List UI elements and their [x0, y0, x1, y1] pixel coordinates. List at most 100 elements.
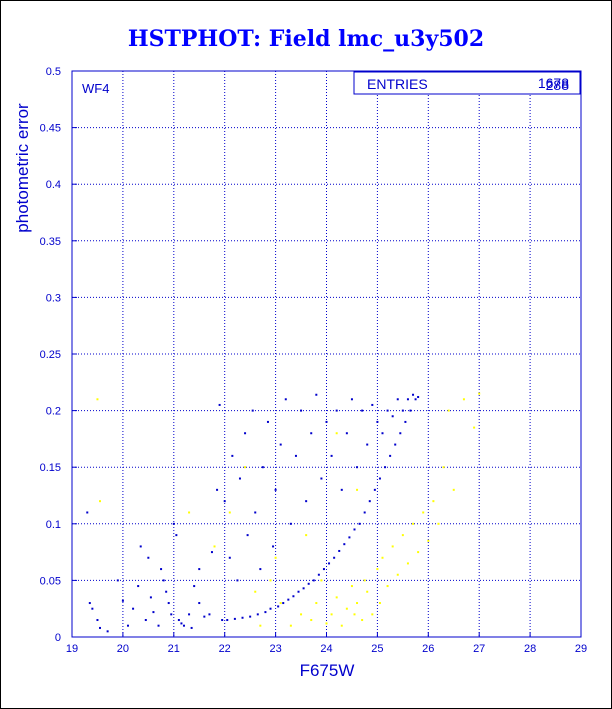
data-point	[147, 556, 150, 559]
data-point	[406, 398, 409, 401]
data-point	[190, 626, 193, 629]
data-point	[320, 579, 323, 582]
data-point	[132, 607, 135, 610]
data-point	[193, 585, 196, 588]
data-point	[335, 409, 338, 412]
data-point	[366, 443, 369, 446]
data-point	[300, 613, 303, 616]
data-point	[254, 590, 257, 593]
data-point	[282, 602, 285, 605]
data-point	[261, 466, 264, 469]
data-point	[162, 579, 165, 582]
data-point	[307, 582, 310, 585]
data-point	[333, 556, 336, 559]
data-point	[157, 624, 160, 627]
data-point	[404, 420, 407, 423]
data-point	[91, 607, 94, 610]
data-point	[353, 613, 356, 616]
data-point	[228, 556, 231, 559]
data-point	[302, 587, 305, 590]
data-point	[137, 585, 140, 588]
data-point	[172, 522, 175, 525]
data-point	[182, 624, 185, 627]
x-tick-label: 23	[269, 643, 281, 655]
data-point	[98, 626, 101, 629]
data-point	[266, 420, 269, 423]
x-tick-label: 19	[66, 643, 78, 655]
data-point	[432, 500, 435, 503]
data-point	[330, 613, 333, 616]
data-point	[356, 602, 359, 605]
y-tick-label: 0.5	[46, 66, 61, 78]
data-point	[401, 409, 404, 412]
data-point	[409, 409, 412, 412]
data-point	[417, 396, 420, 399]
data-point	[106, 630, 109, 633]
data-point	[231, 454, 234, 457]
stats-box: ENTRIES 1678 288	[353, 71, 581, 95]
data-point	[305, 534, 308, 537]
data-point	[366, 590, 369, 593]
data-point	[442, 466, 445, 469]
chart-title: HSTPHOT: Field lmc_u3y502	[127, 26, 485, 52]
data-point	[177, 619, 180, 622]
data-point	[320, 477, 323, 480]
data-point	[384, 466, 387, 469]
data-point	[279, 602, 282, 605]
data-point	[289, 522, 292, 525]
data-point	[269, 579, 272, 582]
data-point	[188, 613, 191, 616]
data-point	[345, 607, 348, 610]
data-point	[376, 420, 379, 423]
data-point	[381, 556, 384, 559]
data-point	[88, 602, 91, 605]
data-point	[165, 590, 168, 593]
data-point	[300, 409, 303, 412]
data-point	[251, 409, 254, 412]
data-point	[287, 598, 290, 601]
data-point	[274, 556, 277, 559]
data-point	[292, 595, 295, 598]
data-point	[208, 613, 211, 616]
data-point	[452, 488, 455, 491]
data-point	[86, 511, 89, 514]
data-point	[198, 602, 201, 605]
data-point	[213, 545, 216, 548]
data-point	[310, 619, 313, 622]
data-point	[412, 522, 415, 525]
data-point	[391, 545, 394, 548]
y-tick-label: 0.4	[46, 179, 61, 191]
y-tick-label: 0.3	[46, 292, 61, 304]
data-point	[284, 398, 287, 401]
data-point	[356, 488, 359, 491]
data-point	[244, 466, 247, 469]
data-point	[238, 477, 241, 480]
x-tick-labels: 19 20 21 22 23 24 25 26 27 28 29	[66, 643, 587, 655]
data-point	[358, 522, 361, 525]
data-point	[180, 622, 183, 625]
data-point	[259, 568, 262, 571]
data-point	[376, 568, 379, 571]
data-point	[412, 393, 415, 396]
y-axis-label: photometric error	[13, 103, 32, 233]
data-point	[322, 568, 325, 571]
data-point	[297, 590, 300, 593]
data-point	[160, 568, 163, 571]
data-point	[315, 393, 318, 396]
data-point	[167, 602, 170, 605]
data-point	[350, 585, 353, 588]
data-point	[317, 573, 320, 576]
data-point	[353, 528, 356, 531]
data-point	[254, 511, 257, 514]
ticks	[71, 70, 582, 638]
x-tick-label: 29	[575, 643, 587, 655]
data-point	[246, 534, 249, 537]
data-point	[371, 613, 374, 616]
data-point	[228, 511, 231, 514]
data-point	[340, 488, 343, 491]
data-point	[325, 420, 328, 423]
data-point	[264, 611, 267, 614]
data-point	[170, 613, 173, 616]
y-tick-label: 0.35	[40, 236, 61, 248]
